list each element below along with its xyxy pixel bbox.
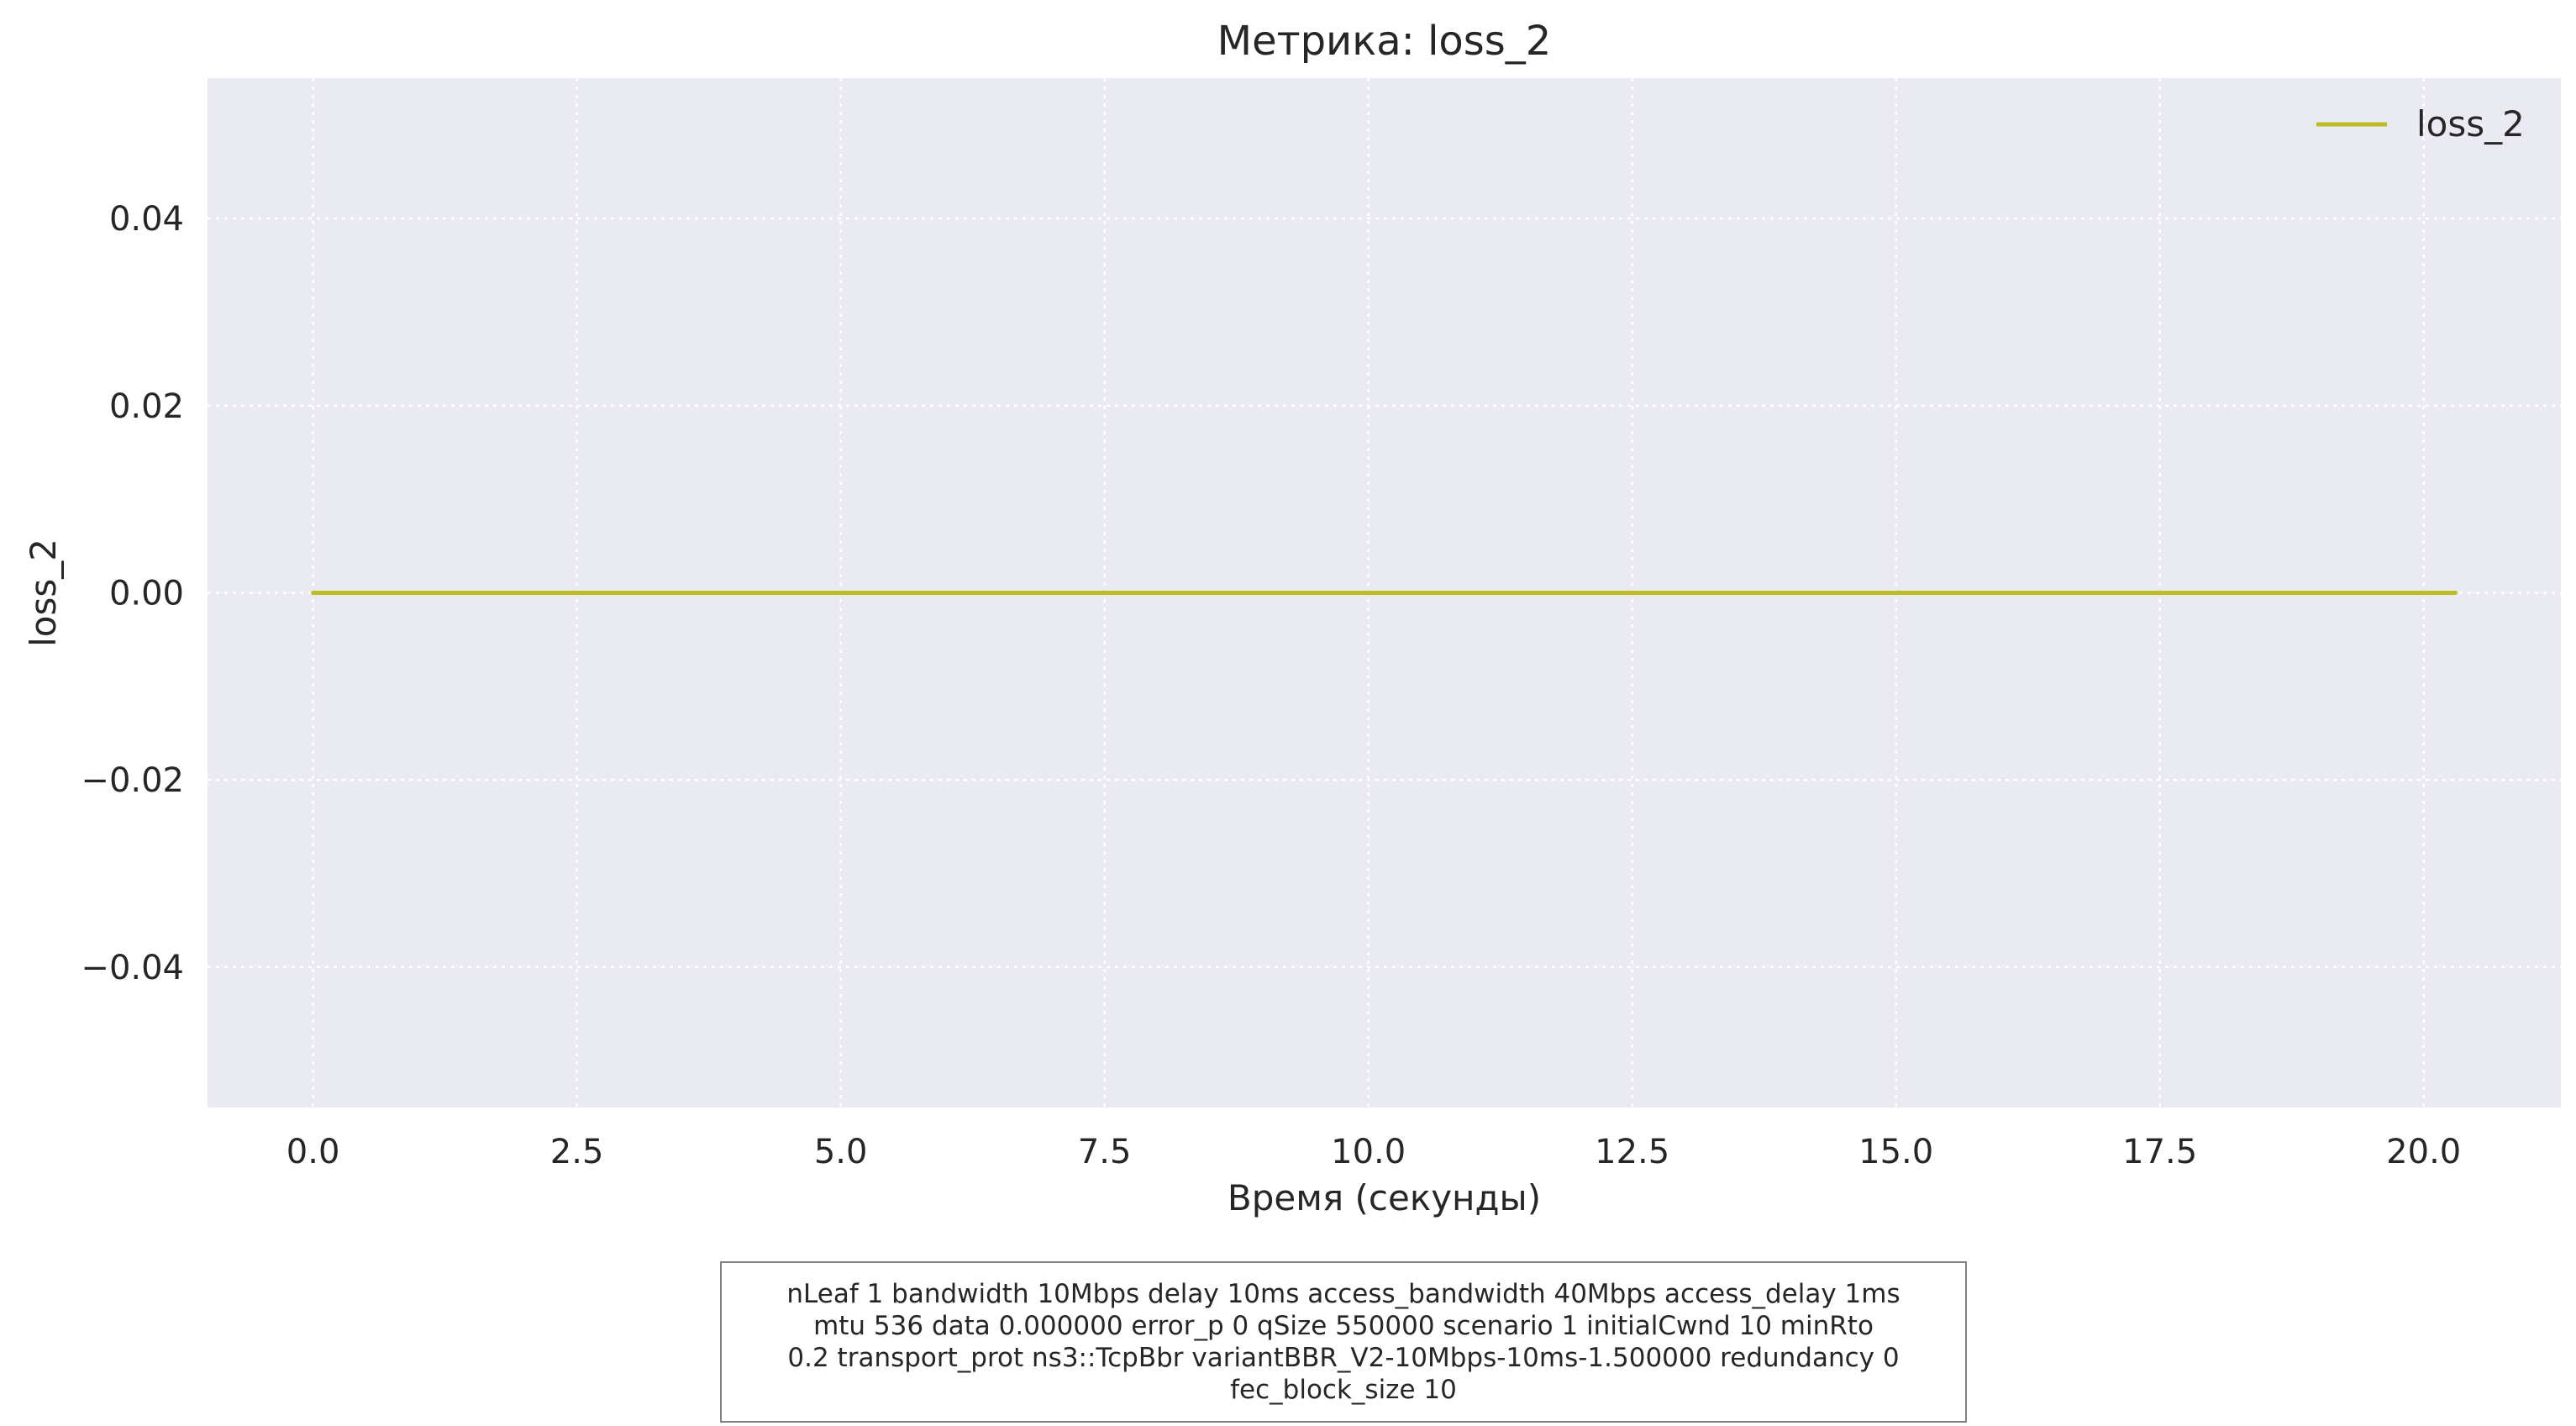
legend-label: loss_2 — [2416, 103, 2525, 145]
x-tick-label: 12.5 — [1595, 1133, 1669, 1171]
x-tick-label: 15.0 — [1858, 1133, 1933, 1171]
x-tick-label: 2.5 — [550, 1133, 604, 1171]
x-axis-label: Время (секунды) — [1228, 1177, 1541, 1218]
x-tick-label: 10.0 — [1331, 1133, 1406, 1171]
parameters-box: nLeaf 1 bandwidth 10Mbps delay 10ms acce… — [720, 1261, 1967, 1423]
y-tick-label: −0.04 — [81, 949, 184, 987]
x-tick-label: 17.5 — [2122, 1133, 2197, 1171]
y-tick-label: 0.00 — [109, 575, 184, 613]
tick-labels: 0.0 2.5 5.0 7.5 10.0 12.5 15.0 17.5 20.0 0.04 0.02… — [81, 200, 2461, 1171]
x-tick-label: 20.0 — [2386, 1133, 2461, 1171]
x-tick-label: 5.0 — [814, 1133, 868, 1171]
y-axis-label: loss_2 — [23, 539, 64, 647]
parameters-text: nLeaf 1 bandwidth 10Mbps delay 10ms acce… — [786, 1279, 1900, 1405]
y-tick-label: 0.02 — [109, 387, 184, 426]
x-tick-label: 7.5 — [1078, 1133, 1132, 1171]
y-tick-label: 0.04 — [109, 200, 184, 239]
x-tick-label: 0.0 — [287, 1133, 340, 1171]
y-tick-label: −0.02 — [81, 761, 184, 800]
legend: loss_2 — [2316, 103, 2525, 145]
chart-title: Метрика: loss_2 — [1217, 18, 1552, 65]
